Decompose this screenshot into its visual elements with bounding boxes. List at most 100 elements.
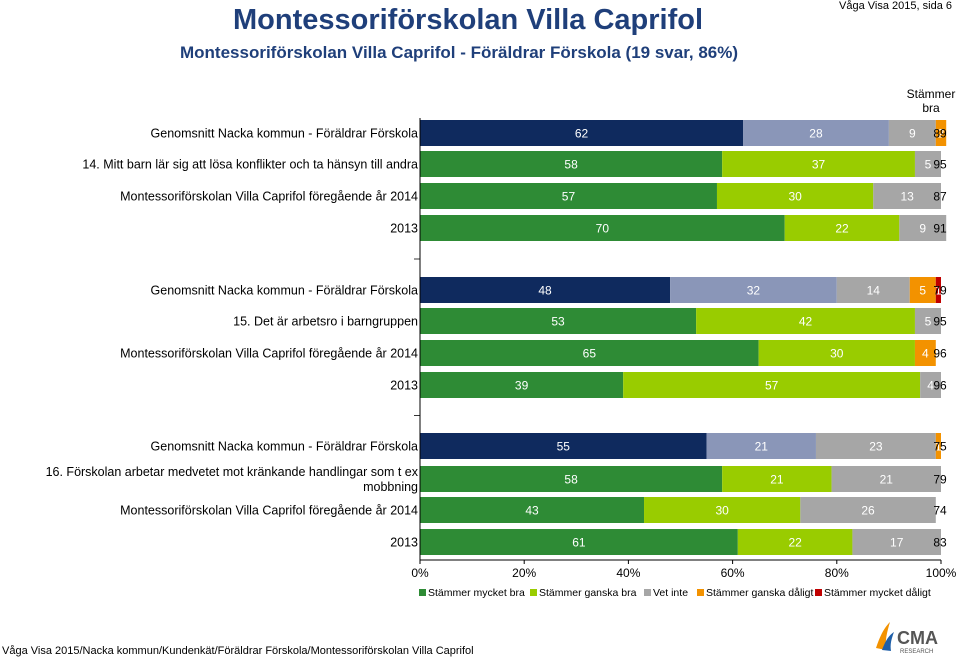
data-label: 0 (935, 504, 942, 518)
bar-segment (623, 372, 921, 398)
total-label: 95 (933, 158, 947, 172)
data-label: 0 (941, 315, 948, 329)
data-label: 1 (935, 440, 942, 454)
data-label: 0 (935, 347, 942, 361)
bar-segment (800, 497, 936, 523)
bar-segment (852, 529, 941, 555)
bar-segment (420, 340, 759, 366)
bar-segment (420, 372, 624, 398)
bar-segment (420, 151, 723, 177)
question-label: 16. Förskolan arbetar medvetet mot kränk… (46, 465, 419, 479)
legend-label: Stämmer ganska dåligt (706, 587, 813, 599)
bar-segment (914, 308, 941, 334)
total-label: 95 (933, 315, 947, 329)
legend-label: Stämmer ganska bra (539, 587, 637, 599)
total-label: 74 (933, 504, 947, 518)
data-label: 39 (515, 379, 529, 393)
bar-segment (888, 120, 936, 146)
data-label: 4 (927, 379, 934, 393)
bar-segment (831, 466, 941, 492)
bar-segment (420, 529, 738, 555)
bar-segment (914, 340, 936, 366)
data-label: 0 (941, 536, 948, 550)
bar-segment (420, 120, 744, 146)
data-label: 62 (575, 127, 589, 141)
data-label: 0 (946, 222, 953, 236)
total-label: 91 (933, 222, 947, 236)
total-label: 89 (933, 127, 947, 141)
page-title: Montessoriförskolan Villa Caprifol (233, 4, 704, 36)
data-label: 58 (564, 473, 578, 487)
bar-segment (722, 466, 832, 492)
data-label: 30 (716, 504, 730, 518)
bar-segment (914, 151, 941, 177)
bar-segment (420, 215, 785, 241)
data-label: 22 (788, 536, 802, 550)
bar-segment (737, 529, 853, 555)
column-header-stammer-bra: Stämmer bra (906, 87, 956, 115)
bar-segment (420, 433, 707, 459)
row-label: Genomsnitt Nacka kommun - Föräldrar Förs… (151, 284, 418, 298)
row-label: 2013 (390, 222, 418, 236)
data-label: 61 (572, 536, 586, 550)
x-tick-label: 60% (721, 566, 745, 580)
row-label: Genomsnitt Nacka kommun - Föräldrar Förs… (151, 127, 418, 141)
bar-segment (420, 466, 723, 492)
data-label: 30 (788, 190, 802, 204)
data-label: 9 (919, 222, 926, 236)
x-tick-label: 0% (411, 566, 429, 580)
total-label: 75 (933, 440, 947, 454)
legend-swatch (697, 589, 704, 596)
data-label: 14 (867, 284, 881, 298)
cma-logo-text: CMA (897, 628, 938, 648)
data-label: 42 (799, 315, 813, 329)
legend-swatch (530, 589, 537, 596)
bar-segment (909, 277, 936, 303)
bar-segment (815, 433, 936, 459)
data-label: 28 (809, 127, 823, 141)
data-label: 58 (564, 158, 578, 172)
bar-segment (722, 151, 915, 177)
row-label: Genomsnitt Nacka kommun - Föräldrar Förs… (151, 440, 418, 454)
total-label: 96 (933, 379, 947, 393)
row-label: Montessoriförskolan Villa Caprifol föreg… (120, 504, 418, 518)
bar-segment (920, 372, 941, 398)
data-label: 26 (861, 504, 875, 518)
total-label: 83 (933, 536, 947, 550)
bar-segment (696, 308, 915, 334)
row-label: Montessoriförskolan Villa Caprifol föreg… (120, 190, 418, 204)
bar-segment (420, 308, 697, 334)
data-label: 53 (551, 315, 565, 329)
legend-swatch (815, 589, 822, 596)
data-label: 17 (890, 536, 904, 550)
x-tick-label: 40% (616, 566, 640, 580)
data-label: 21 (755, 440, 769, 454)
bar-segment (784, 215, 900, 241)
data-label: 43 (525, 504, 539, 518)
data-label: 0 (946, 127, 953, 141)
data-label: 70 (596, 222, 610, 236)
data-label: 4 (922, 347, 929, 361)
cma-logo-icon (876, 622, 890, 650)
question-label: mobbning (363, 480, 418, 494)
total-label: 79 (933, 473, 947, 487)
bar-segment (670, 277, 837, 303)
row-label: Montessoriförskolan Villa Caprifol föreg… (120, 347, 418, 361)
page-info: Våga Visa 2015, sida 6 (839, 0, 952, 12)
data-label: 0 (941, 440, 948, 454)
data-label: 57 (765, 379, 779, 393)
bar-segment (836, 277, 910, 303)
legend-swatch (644, 589, 651, 596)
total-label: 96 (933, 347, 947, 361)
total-label: 87 (933, 190, 947, 204)
data-label: 2 (938, 127, 945, 141)
bar-segment (935, 433, 941, 459)
data-label: 0 (941, 158, 948, 172)
bar-segment (420, 183, 717, 209)
bar-segment (716, 183, 874, 209)
bar-segment (935, 120, 947, 146)
bar-segment (935, 277, 941, 303)
question-label: 14. Mitt barn lär sig att lösa konflikte… (82, 158, 418, 172)
data-label: 37 (812, 158, 826, 172)
